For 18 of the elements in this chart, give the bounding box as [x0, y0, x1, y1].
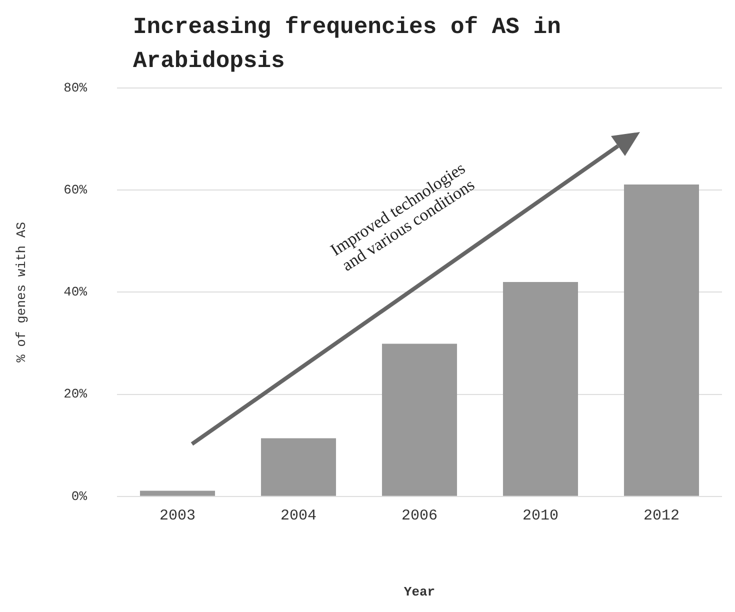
bar [140, 490, 216, 496]
y-tick-label: 60% [64, 182, 88, 198]
x-tick-label: 2010 [522, 507, 559, 524]
x-tick-label: 2006 [401, 507, 438, 524]
chart-title: Increasing frequencies of AS in Arabidopsis [133, 13, 562, 76]
x-tick-label: 2004 [280, 507, 317, 524]
bar [624, 184, 700, 496]
bar [502, 282, 578, 496]
x-tick-label: 2012 [643, 507, 680, 524]
y-tick-label: 20% [64, 386, 88, 402]
y-tick-label: 0% [71, 488, 88, 504]
y-tick-label: 80% [64, 80, 88, 96]
bar [260, 438, 336, 496]
y-tick-label: 40% [64, 284, 88, 300]
bar [382, 344, 458, 496]
x-tick-label: 2003 [159, 507, 196, 524]
x-axis-title: Year [404, 584, 436, 600]
y-axis-title: % of genes with AS [14, 222, 30, 362]
